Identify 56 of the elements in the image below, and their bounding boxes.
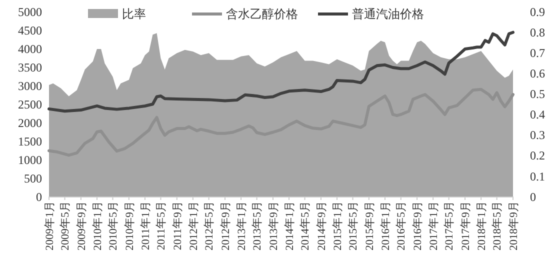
y-tick-label: 4500 bbox=[18, 23, 42, 38]
x-tick-label: 2012年1月 bbox=[188, 201, 200, 250]
y-tick-label: 3500 bbox=[18, 60, 42, 74]
y2-tick-label: 0.1 bbox=[530, 169, 545, 184]
x-tick-label: 2017年5月 bbox=[444, 201, 456, 250]
x-tick-label: 2009年1月 bbox=[44, 201, 56, 250]
x-tick-label: 2010年5月 bbox=[108, 201, 120, 250]
x-tick-label: 2016年5月 bbox=[396, 201, 408, 250]
y-tick-label: 500 bbox=[24, 171, 42, 186]
y2-tick-label: 0.3 bbox=[530, 128, 545, 142]
x-tick-label: 2018年5月 bbox=[492, 201, 504, 250]
x-tick-label: 2016年9月 bbox=[412, 201, 424, 250]
x-tick-label: 2009年9月 bbox=[76, 201, 88, 250]
x-tick-label: 2012年9月 bbox=[220, 201, 232, 250]
legend-label: 普通汽油价格 bbox=[352, 7, 424, 21]
x-tick-label: 2013年1月 bbox=[236, 201, 248, 250]
x-tick-label: 2013年5月 bbox=[252, 201, 264, 250]
y2-tick-label: 0.9 bbox=[530, 4, 545, 19]
y2-tick-label: 0.4 bbox=[530, 108, 545, 122]
y-tick-label: 3000 bbox=[18, 78, 42, 93]
x-tick-label: 2014年5月 bbox=[300, 201, 312, 250]
x-tick-label: 2011年9月 bbox=[172, 201, 184, 250]
x-tick-label: 2018年1月 bbox=[476, 201, 488, 250]
y2-tick-label: 0.2 bbox=[530, 148, 545, 163]
y-tick-label: 4000 bbox=[18, 42, 42, 56]
x-tick-label: 2018年9月 bbox=[508, 201, 520, 250]
x-tick-label: 2017年9月 bbox=[460, 201, 472, 250]
x-tick-label: 2016年1月 bbox=[380, 201, 392, 250]
line-series bbox=[48, 88, 514, 157]
y2-tick-label: 0.6 bbox=[530, 66, 545, 81]
x-tick-label: 2015年1月 bbox=[332, 201, 344, 250]
y2-tick-label: 0.8 bbox=[530, 25, 545, 40]
x-tick-label: 2015年9月 bbox=[364, 201, 376, 250]
x-tick-label: 2014年1月 bbox=[284, 201, 296, 250]
x-tick-label: 2011年5月 bbox=[156, 201, 168, 250]
line-series bbox=[48, 30, 514, 113]
y2-tick-label: 0.7 bbox=[530, 46, 545, 60]
legend-label: 比率 bbox=[122, 7, 146, 21]
y-tick-label: 0 bbox=[36, 190, 42, 204]
y-tick-label: 2000 bbox=[18, 116, 42, 130]
x-tick-label: 2011年1月 bbox=[140, 201, 152, 250]
x-tick-label: 2014年9月 bbox=[316, 201, 328, 250]
y2-tick-label: 0.5 bbox=[530, 87, 545, 102]
x-tick-label: 2009年5月 bbox=[60, 201, 72, 250]
x-tick-label: 2010年9月 bbox=[124, 201, 136, 250]
x-tick-label: 2017年1月 bbox=[428, 201, 440, 250]
y-tick-label: 5000 bbox=[18, 4, 42, 19]
x-tick-label: 2012年5月 bbox=[204, 201, 216, 250]
x-tick-label: 2013年9月 bbox=[268, 201, 280, 250]
legend-label: 含水乙醇价格 bbox=[226, 7, 298, 21]
y-tick-label: 1500 bbox=[18, 134, 42, 148]
x-tick-label: 2015年5月 bbox=[348, 201, 360, 250]
y2-tick-label: 0 bbox=[530, 190, 536, 204]
y-tick-label: 2500 bbox=[18, 97, 42, 112]
x-tick-label: 2010年1月 bbox=[92, 201, 104, 250]
y-tick-label: 1000 bbox=[18, 152, 42, 167]
